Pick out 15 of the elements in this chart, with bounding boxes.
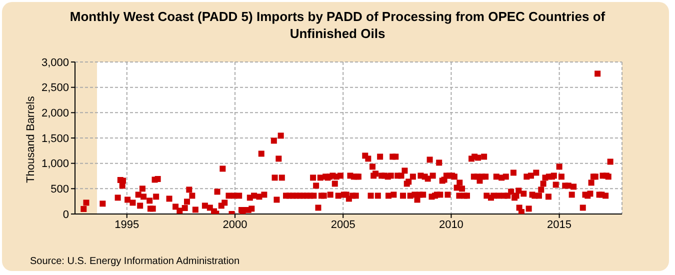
- y-tick-label: 3,000: [41, 56, 69, 69]
- y-tick-label: 500: [50, 184, 69, 196]
- y-axis-title: Thousand Barrels: [24, 96, 37, 183]
- x-tick-label: 1995: [114, 218, 140, 231]
- y-tick-label: 0: [62, 208, 69, 221]
- x-tick-label: 2005: [330, 218, 356, 231]
- chart-title: Monthly West Coast (PADD 5) Imports by PADD of Processing from OPEC Countries of Unfinished Oils: [68, 8, 606, 42]
- x-tick-label: 2010: [438, 218, 464, 231]
- y-tick-label: 1,500: [41, 132, 69, 145]
- y-tick-label: 1,000: [41, 158, 69, 170]
- x-tick-label: 2015: [547, 218, 572, 231]
- y-tick-label: 2,500: [41, 82, 69, 94]
- y-tick-label: 2,000: [41, 108, 69, 120]
- source-note: Source: U.S. Energy Information Administration: [30, 256, 240, 267]
- x-tick-label: 2000: [222, 218, 248, 231]
